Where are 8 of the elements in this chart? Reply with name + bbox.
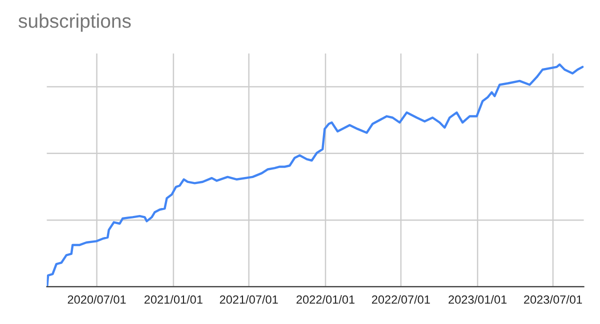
x-tick-label: 2023/07/01 bbox=[524, 295, 582, 304]
x-tick-label: 2021/01/01 bbox=[144, 295, 202, 304]
chart-title: subscriptions bbox=[18, 14, 131, 32]
x-tick-label: 2023/01/01 bbox=[448, 295, 507, 304]
x-tick-label: 2022/01/01 bbox=[296, 295, 354, 304]
x-tick-label: 2021/07/01 bbox=[220, 295, 278, 304]
x-tick-label: 2022/07/01 bbox=[372, 295, 430, 304]
x-tick-label: 2020/07/01 bbox=[68, 295, 126, 304]
